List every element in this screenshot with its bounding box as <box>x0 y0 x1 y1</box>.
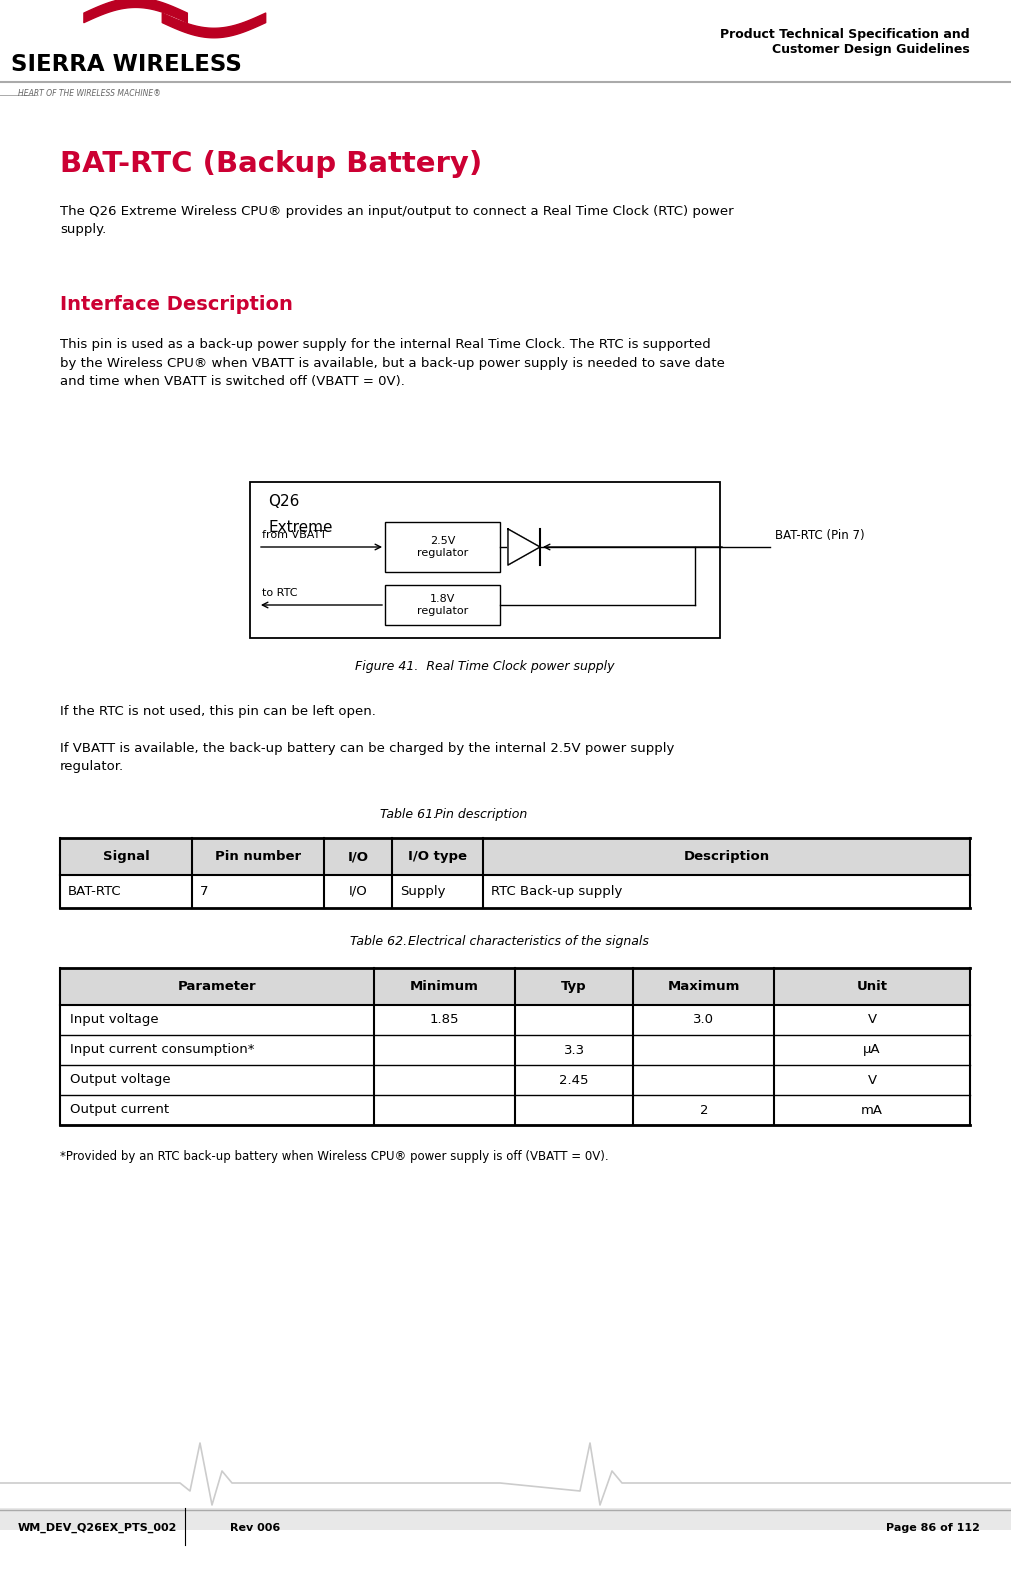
Text: The Q26 Extreme Wireless CPU® provides an input/output to connect a Real Time Cl: The Q26 Extreme Wireless CPU® provides a… <box>60 206 734 236</box>
Text: If VBATT is available, the back-up battery can be charged by the internal 2.5V p: If VBATT is available, the back-up batte… <box>60 741 674 773</box>
Text: Unit: Unit <box>856 980 888 993</box>
Text: Supply: Supply <box>400 885 446 897</box>
Text: 3.3: 3.3 <box>563 1044 584 1057</box>
Text: WM_DEV_Q26EX_PTS_002: WM_DEV_Q26EX_PTS_002 <box>18 1522 177 1533</box>
Bar <box>385 521 500 572</box>
Text: Rev 006: Rev 006 <box>229 1522 280 1533</box>
Bar <box>385 585 500 625</box>
Text: Interface Description: Interface Description <box>60 295 293 314</box>
Text: 2.45: 2.45 <box>559 1073 588 1087</box>
Text: *Provided by an RTC back-up battery when Wireless CPU® power supply is off (VBAT: *Provided by an RTC back-up battery when… <box>60 1149 609 1164</box>
Text: V: V <box>867 1073 877 1087</box>
Text: I/O: I/O <box>349 885 367 897</box>
Text: Description: Description <box>683 850 769 862</box>
Bar <box>60 838 970 875</box>
Text: HEART OF THE WIRELESS MACHINE®: HEART OF THE WIRELESS MACHINE® <box>17 89 161 97</box>
Text: Output current: Output current <box>70 1103 169 1116</box>
Text: Maximum: Maximum <box>667 980 740 993</box>
Text: Table 62.: Table 62. <box>350 936 407 948</box>
Text: Electrical characteristics of the signals: Electrical characteristics of the signal… <box>408 936 649 948</box>
Text: from VBATT: from VBATT <box>262 529 327 540</box>
Text: 1.8V
regulator: 1.8V regulator <box>417 595 468 615</box>
Text: Page 86 of 112: Page 86 of 112 <box>886 1522 980 1533</box>
Bar <box>0 1508 1011 1530</box>
Text: RTC Back-up supply: RTC Back-up supply <box>491 885 623 897</box>
Text: Q26: Q26 <box>268 494 299 508</box>
Text: V: V <box>867 1014 877 1027</box>
Text: This pin is used as a back-up power supply for the internal Real Time Clock. The: This pin is used as a back-up power supp… <box>60 338 725 387</box>
Text: Pin number: Pin number <box>215 850 301 862</box>
Bar <box>250 481 720 638</box>
Text: Minimum: Minimum <box>410 980 479 993</box>
Text: Table 61.: Table 61. <box>380 808 437 821</box>
Text: BAT-RTC: BAT-RTC <box>68 885 121 897</box>
Text: BAT-RTC (Backup Battery): BAT-RTC (Backup Battery) <box>60 150 482 179</box>
Bar <box>60 968 970 1004</box>
Text: 2: 2 <box>700 1103 708 1116</box>
Text: 2.5V
regulator: 2.5V regulator <box>417 536 468 558</box>
Text: 7: 7 <box>200 885 208 897</box>
Text: Typ: Typ <box>561 980 587 993</box>
Text: to RTC: to RTC <box>262 588 297 598</box>
Text: I/O type: I/O type <box>408 850 467 862</box>
Text: Figure 41.  Real Time Clock power supply: Figure 41. Real Time Clock power supply <box>355 660 615 673</box>
Text: Extreme: Extreme <box>268 520 333 536</box>
Polygon shape <box>508 529 540 564</box>
Text: Signal: Signal <box>102 850 150 862</box>
Text: Output voltage: Output voltage <box>70 1073 171 1087</box>
Text: Input current consumption*: Input current consumption* <box>70 1044 255 1057</box>
Text: BAT-RTC (Pin 7): BAT-RTC (Pin 7) <box>775 529 864 542</box>
Text: 3.0: 3.0 <box>694 1014 715 1027</box>
Text: Parameter: Parameter <box>178 980 256 993</box>
Text: mA: mA <box>861 1103 884 1116</box>
Text: If the RTC is not used, this pin can be left open.: If the RTC is not used, this pin can be … <box>60 705 376 717</box>
Text: SIERRA WIRELESS: SIERRA WIRELESS <box>11 53 243 77</box>
Text: Pin description: Pin description <box>435 808 528 821</box>
Text: Input voltage: Input voltage <box>70 1014 159 1027</box>
Text: 1.85: 1.85 <box>430 1014 459 1027</box>
Text: Product Technical Specification and
Customer Design Guidelines: Product Technical Specification and Cust… <box>721 29 970 56</box>
Text: µA: µA <box>863 1044 881 1057</box>
Text: I/O: I/O <box>348 850 369 862</box>
